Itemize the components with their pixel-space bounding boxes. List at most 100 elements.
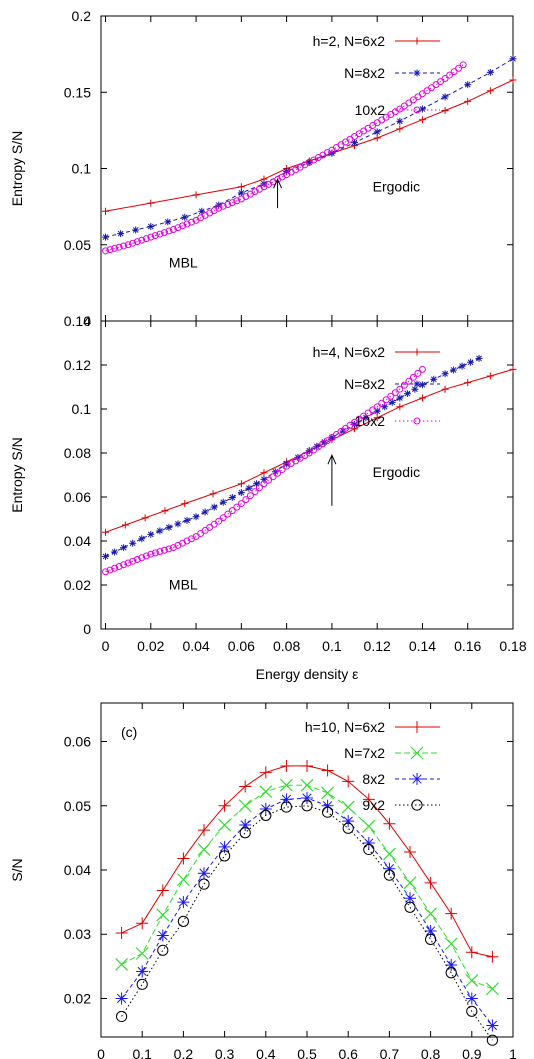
y-tick-label: 0.2 <box>72 8 92 24</box>
data-point <box>274 469 282 477</box>
data-point <box>198 878 210 890</box>
data-point <box>342 815 355 828</box>
x-tick-label: 0.12 <box>364 638 391 654</box>
data-point <box>383 869 395 881</box>
data-point <box>102 233 110 241</box>
data-point <box>373 128 381 136</box>
data-point <box>198 867 210 880</box>
data-point <box>409 373 417 381</box>
data-point <box>430 375 438 383</box>
series-line <box>105 357 480 557</box>
data-point <box>441 370 449 378</box>
x-tick-label: 0.7 <box>380 1046 400 1059</box>
data-point <box>373 134 381 142</box>
data-point <box>136 917 149 930</box>
data-point <box>387 392 395 400</box>
data-point <box>239 819 252 832</box>
series-3: 10x2 <box>102 365 440 576</box>
legend-label: h=10, N=6x2 <box>305 719 385 735</box>
data-point <box>245 484 253 492</box>
plot-frame <box>100 15 514 322</box>
data-point <box>445 967 457 979</box>
x-axis-label: Energy density ε <box>256 666 359 682</box>
data-point <box>219 202 227 210</box>
series-line <box>121 784 493 990</box>
y-tick-label: 0.04 <box>64 862 91 878</box>
data-point <box>260 480 268 488</box>
data-point <box>509 365 517 373</box>
data-point <box>328 434 336 442</box>
data-point <box>151 232 159 240</box>
legend-marker <box>413 106 421 114</box>
series-2: N=8x2 <box>102 354 483 560</box>
data-point <box>441 107 449 115</box>
data-point <box>233 503 241 511</box>
data-point <box>342 775 355 788</box>
data-point <box>280 793 293 806</box>
y-tick-label: 0.08 <box>64 445 91 461</box>
data-point <box>209 490 217 498</box>
data-point <box>396 385 404 393</box>
data-point <box>165 523 173 531</box>
data-point <box>147 550 155 558</box>
series-line <box>105 58 514 238</box>
data-point <box>120 544 128 552</box>
data-point <box>169 226 177 233</box>
y-tick-label: 0.15 <box>64 84 91 100</box>
legend-marker <box>413 417 421 425</box>
data-point <box>301 800 313 812</box>
y-tick-label: 0.1 <box>72 161 92 177</box>
data-point <box>129 239 137 247</box>
data-point <box>445 959 458 972</box>
data-point <box>321 786 335 800</box>
data-point <box>260 809 272 822</box>
data-point <box>403 876 417 890</box>
data-point <box>301 792 313 805</box>
data-point <box>400 381 408 389</box>
y-tick-label: 0.05 <box>64 798 91 814</box>
data-point <box>165 545 173 553</box>
x-tick-label: 0 <box>102 638 110 654</box>
data-point <box>197 843 211 856</box>
data-point <box>156 548 164 556</box>
data-point <box>418 394 426 402</box>
y-axis-label: Entropy S/N <box>9 131 25 206</box>
series-3: 8x2 <box>115 771 499 1032</box>
data-point <box>259 785 273 799</box>
x-tick-label: 0.16 <box>454 638 481 654</box>
data-point <box>362 819 376 833</box>
y-axis-label: S/N <box>9 858 25 881</box>
data-point <box>156 230 164 238</box>
data-point <box>147 530 155 538</box>
data-point <box>160 546 168 554</box>
data-point <box>164 218 172 226</box>
data-point <box>403 390 411 398</box>
data-point <box>142 235 150 243</box>
annotation-label: MBL <box>169 576 198 592</box>
plot-frame <box>100 320 514 630</box>
data-point <box>404 901 416 913</box>
data-point <box>351 420 359 428</box>
data-point <box>396 125 404 133</box>
y-tick-label: 0.06 <box>64 489 91 505</box>
data-point <box>424 925 437 938</box>
y-tick-label: 0.05 <box>64 237 91 253</box>
series-line <box>105 64 464 252</box>
data-point <box>486 87 494 95</box>
data-point <box>192 191 200 199</box>
data-point <box>455 64 463 72</box>
data-point <box>147 233 155 241</box>
y-tick-label: 0.03 <box>64 926 91 942</box>
y-tick-label: 0.1 <box>72 401 92 417</box>
data-point <box>181 213 189 221</box>
legend-marker <box>413 37 421 45</box>
data-point <box>237 489 245 497</box>
legend-label: N=8x2 <box>344 376 385 392</box>
data-point <box>486 950 499 963</box>
data-point <box>465 974 479 987</box>
data-point <box>396 394 404 402</box>
data-point <box>238 799 252 813</box>
data-point <box>102 568 110 576</box>
arrow-annotation <box>273 177 283 209</box>
data-point <box>464 379 472 387</box>
